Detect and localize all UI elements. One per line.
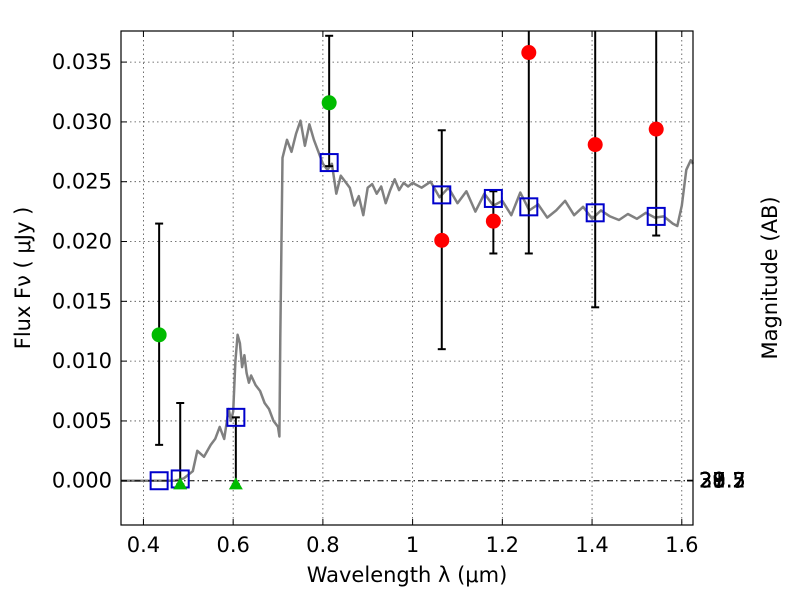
y-tick-label: 0.015 [52,289,112,313]
y-tick-label: 0.025 [52,170,112,194]
y2-tick-label: 30 [699,469,726,493]
x-axis-title: Wavelength λ (μm) [307,563,508,587]
y-tick-label: 0.000 [52,469,112,493]
model-square-marker [585,203,605,223]
y2-tick-label: 29 [699,469,726,493]
optical-detection-marker [321,95,337,111]
y2-tick-label: 28 [699,468,726,492]
template-spectrum-line [121,119,695,482]
x-tick-label: 0.8 [306,533,339,557]
y-tick-label: 0.035 [52,50,112,74]
y-tick-label: 0.020 [52,230,112,254]
y2-tick-label: 28.2 [699,469,746,493]
x-tick-label: 0.6 [216,533,249,557]
nir-detection-marker [434,232,450,248]
x-tick-label: 1.6 [665,533,698,557]
x-tick-label: 1.2 [486,533,519,557]
model-square-marker [149,471,169,491]
axis-ticks: 0.4 0.6 0.8 1 1.2 1.4 1.6 0.000 0.005 0.010 0.015 0… [52,31,746,557]
x-tick-label: 1.4 [575,533,608,557]
x-tick-label: 0.4 [127,533,160,557]
y2-tick-label: 29.5 [699,469,746,493]
upper-limit-triangle-marker [228,477,243,490]
y-tick-label: 0.005 [52,409,112,433]
nir-detection-marker [587,137,603,153]
y-tick-label: 0.010 [52,349,112,373]
nir-detection-marker [485,213,501,229]
marker-layer [149,45,666,491]
x-tick-label: 1 [406,533,419,557]
y2-tick-label: 27.7 [699,468,746,492]
model-square-marker [319,153,339,173]
template-spectrum-layer [121,119,695,482]
plot-frame [120,30,694,526]
model-square-marker [483,188,503,208]
upper-limit-triangle-marker [173,477,188,490]
nir-detection-marker [648,121,664,137]
y-axis-title: Flux Fν ( μJy ) [11,207,35,350]
model-square-marker [226,407,246,427]
model-square-marker [432,185,452,205]
model-square-marker [519,197,539,217]
y2-tick-label: 31 [699,469,726,493]
y-tick-label: 0.030 [52,110,112,134]
model-square-marker [646,206,666,226]
optical-detection-marker [151,327,167,343]
y2-tick-label: 27.5 [699,468,746,492]
y2-tick-label: 28.5 [699,469,746,493]
y2-axis-title: Magnitude (AB) [758,196,782,359]
nir-detection-marker [521,45,537,61]
